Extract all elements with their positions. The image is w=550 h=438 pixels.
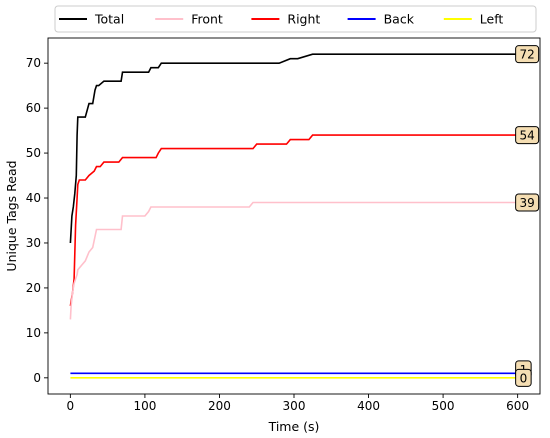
legend-item-left: Left bbox=[443, 12, 504, 27]
legend: Total Front Right Back Left bbox=[54, 5, 537, 33]
series-line-front bbox=[69, 201, 518, 320]
legend-label: Left bbox=[480, 12, 504, 27]
x-axis-label: Time (s) bbox=[268, 419, 320, 434]
y-tick-label: 10 bbox=[26, 326, 41, 340]
end-label-left: 0 bbox=[515, 368, 532, 387]
x-tick-label: 0 bbox=[67, 399, 75, 413]
y-tick-label: 70 bbox=[26, 56, 41, 70]
legend-label: Right bbox=[287, 12, 320, 27]
y-tick-label: 50 bbox=[26, 146, 41, 160]
end-label-text: 72 bbox=[519, 48, 534, 62]
x-tick-label: 400 bbox=[357, 399, 380, 413]
y-tick-label: 30 bbox=[26, 236, 41, 250]
legend-item-total: Total bbox=[59, 12, 124, 27]
x-tick-label: 100 bbox=[133, 399, 156, 413]
legend-box bbox=[54, 5, 537, 33]
end-label-box bbox=[515, 368, 532, 387]
end-label-text: 54 bbox=[519, 129, 534, 143]
end-label-total: 72 bbox=[515, 45, 540, 64]
end-label-box bbox=[515, 126, 540, 145]
legend-label: Front bbox=[191, 12, 223, 27]
legend-label: Total bbox=[94, 12, 124, 27]
y-tick-label: 0 bbox=[33, 371, 41, 385]
x-tick-label: 200 bbox=[208, 399, 231, 413]
x-tick-label: 600 bbox=[506, 399, 529, 413]
series-lines bbox=[69, 53, 518, 379]
y-tick-label: 40 bbox=[26, 191, 41, 205]
end-label-right: 54 bbox=[515, 126, 540, 145]
legend-item-right: Right bbox=[251, 12, 320, 27]
y-axis-label: Unique Tags Read bbox=[4, 160, 19, 271]
series-line-total bbox=[69, 53, 518, 244]
end-label-front: 39 bbox=[515, 193, 540, 212]
end-label-text: 0 bbox=[520, 371, 528, 385]
end-label-text: 39 bbox=[519, 196, 534, 210]
end-labels: 10395472 bbox=[515, 45, 540, 387]
legend-label: Back bbox=[384, 12, 415, 27]
x-axis-ticks: 0 100 200 300 400 500 600 bbox=[67, 394, 529, 413]
y-tick-label: 20 bbox=[26, 281, 41, 295]
y-axis-ticks: 0 10 20 30 40 50 60 70 bbox=[26, 56, 48, 385]
x-tick-label: 500 bbox=[432, 399, 455, 413]
end-label-box bbox=[515, 193, 540, 212]
x-tick-label: 300 bbox=[283, 399, 306, 413]
series-line-right bbox=[69, 134, 518, 307]
y-tick-label: 60 bbox=[26, 101, 41, 115]
legend-item-front: Front bbox=[155, 12, 223, 27]
legend-item-back: Back bbox=[347, 12, 415, 27]
end-label-box bbox=[515, 45, 540, 64]
